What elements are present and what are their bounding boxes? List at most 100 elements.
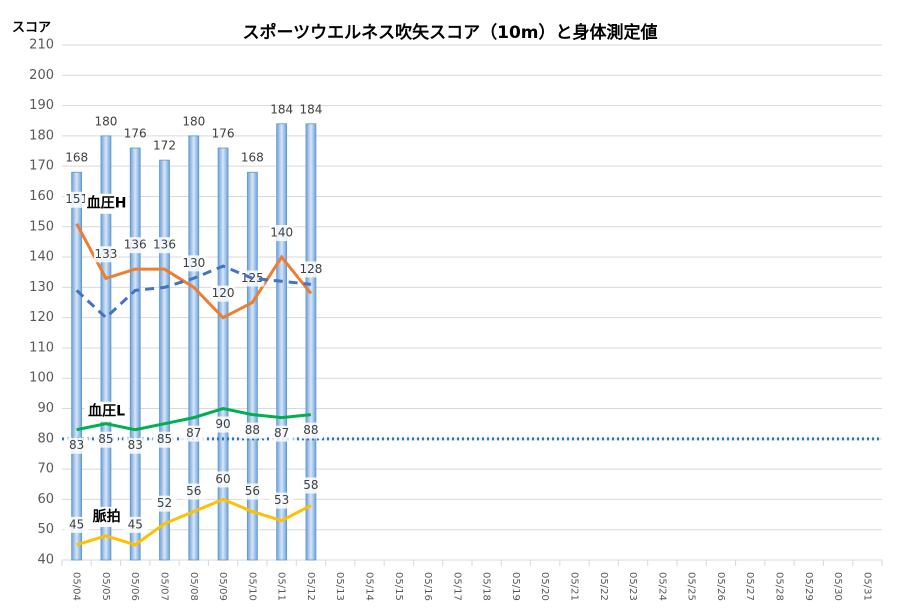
y-tick-label: 80: [37, 431, 54, 446]
chart-title: スポーツウエルネス吹矢スコア（10m）と身体測定値: [242, 22, 657, 43]
x-tick-label: 05/31: [861, 572, 872, 601]
label-bg: [298, 261, 323, 278]
line-label: 130: [182, 256, 205, 270]
x-tick-label: 05/28: [774, 572, 785, 601]
series-name-bg: [84, 506, 129, 527]
x-tick-label: 05/29: [803, 572, 814, 601]
line-label: 56: [186, 484, 201, 498]
line-label: 56: [245, 484, 260, 498]
y-tick-label: 90: [37, 401, 54, 416]
line-label: 60: [215, 472, 230, 486]
y-tick-label: 200: [29, 68, 54, 83]
label-bg: [298, 477, 323, 494]
x-tick-label: 05/15: [393, 572, 404, 601]
x-tick-label: 05/27: [744, 572, 755, 601]
series-name-bg: [84, 193, 129, 214]
label-bg: [123, 516, 148, 533]
line-label: 88: [303, 423, 318, 437]
y-tick-label: 100: [29, 371, 54, 386]
line-label: 88: [245, 423, 260, 437]
line-series: [76, 406, 312, 432]
line-label: 90: [215, 417, 230, 431]
x-tick-label: 05/26: [715, 572, 726, 601]
y-tick-label: 210: [29, 38, 54, 53]
y-tick-label: 70: [37, 462, 54, 477]
x-tick-label: 05/24: [656, 572, 667, 601]
x-tick-label: 05/06: [129, 572, 140, 601]
line-label: 58: [303, 478, 318, 492]
line-label: 45: [128, 517, 143, 531]
label-bg: [123, 237, 148, 254]
bar-label: 184: [299, 102, 322, 116]
y-tick-label: 140: [29, 250, 54, 265]
bar: [159, 159, 170, 561]
line-label: 83: [69, 438, 84, 452]
bar: [100, 135, 112, 561]
x-tick-label: 05/08: [188, 572, 199, 601]
bar: [188, 135, 200, 561]
y-tick-label: 40: [37, 553, 54, 568]
x-tick-label: 05/11: [276, 572, 287, 601]
x-tick-label: 05/17: [451, 572, 462, 601]
x-tick-label: 05/04: [71, 572, 82, 601]
label-bg: [93, 246, 118, 263]
line-series: [75, 223, 313, 320]
label-bg: [93, 431, 118, 448]
line-label: 52: [157, 496, 172, 510]
y-tick-label: 60: [37, 492, 54, 507]
series-name: 脈拍: [93, 508, 121, 525]
line-label: 85: [157, 432, 172, 446]
bar: [217, 147, 229, 561]
label-bg: [181, 425, 206, 442]
series-name: 血圧L: [88, 403, 125, 420]
x-tick-label: 05/25: [686, 572, 697, 601]
label-bg: [181, 483, 206, 500]
bar-label: 168: [65, 151, 88, 165]
label-bg: [269, 492, 294, 509]
y-tick-label: 120: [29, 310, 54, 325]
x-tick-label: 05/13: [334, 572, 345, 601]
bar-label: 180: [182, 114, 205, 128]
bar: [246, 171, 258, 561]
bar: [71, 171, 83, 561]
x-tick-label: 05/18: [481, 572, 492, 601]
y-tick-label: 130: [29, 280, 54, 295]
x-tick-label: 05/21: [569, 572, 580, 601]
x-tick-label: 05/16: [422, 572, 433, 601]
line-series: [76, 497, 312, 547]
line-label: 87: [186, 426, 201, 440]
line-label: 128: [299, 262, 322, 276]
bar-label: 180: [94, 114, 117, 128]
bar: [305, 123, 317, 561]
bar-label: 168: [241, 151, 264, 165]
bar-label: 176: [212, 127, 235, 141]
bar-label: 176: [124, 127, 147, 141]
bar: [129, 147, 141, 561]
y-tick-label: 50: [37, 522, 54, 537]
y-tick-label: 150: [29, 219, 54, 234]
y-tick-label: 180: [29, 128, 54, 143]
y-tick-label: 110: [29, 340, 54, 355]
label-bg: [269, 225, 294, 242]
label-bg: [211, 416, 236, 433]
line-label: 87: [274, 426, 289, 440]
label-bg: [152, 495, 177, 512]
x-tick-label: 05/14: [364, 572, 375, 601]
label-bg: [269, 425, 294, 442]
x-tick-label: 05/30: [832, 572, 843, 601]
y-axis-label: スコア: [12, 21, 51, 36]
label-bg: [298, 422, 323, 439]
line-label: 133: [94, 247, 117, 261]
label-bg: [240, 483, 265, 500]
x-tick-label: 05/10: [246, 572, 257, 601]
label-bg: [181, 255, 206, 272]
line-label: 136: [124, 238, 147, 252]
x-tick-label: 05/07: [159, 572, 170, 601]
y-tick-label: 170: [29, 159, 54, 174]
series-name-bg: [84, 401, 129, 422]
line-label: 85: [98, 432, 113, 446]
x-tick-label: 05/09: [217, 572, 228, 601]
x-tick-label: 05/19: [510, 572, 521, 601]
x-tick-label: 05/23: [627, 572, 638, 601]
